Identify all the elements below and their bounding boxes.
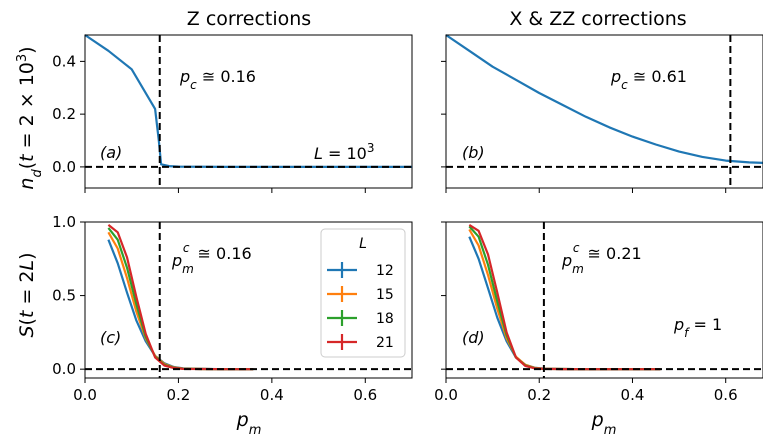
axes-frame [445,34,763,189]
y-tick-label: 0.2 [52,105,76,123]
column-title-right: X & ZZ corrections [509,8,686,30]
top-y-axis-label: nd(t = 2 × 103) [15,46,45,189]
x-axis-label-left: pm [236,409,262,434]
panel-b: (b) [441,34,763,193]
x-tick-label: 0.6 [353,386,377,404]
annotation-pf-d: pf = 1 [673,315,722,340]
panel-label: (d) [462,328,485,347]
axes-frame [84,221,413,379]
panel-label: (c) [100,328,121,347]
panels: 0.0 0.2 0.4 (a) (b) 0.0 0.2 0.4 0.6 0.0 0.5 1.0 (c) L… [52,34,763,404]
column-title-left: Z corrections [187,8,311,30]
annotation-pmc-c: pmc ≅ 0.16 [171,241,252,276]
y-tick-label: 0.0 [52,360,76,378]
series-line-21 [107,224,254,371]
legend-entry-label: 21 [376,335,394,351]
axes-frame [84,34,413,189]
panel-c: 0.0 0.2 0.4 0.6 0.0 0.5 1.0 (c) L 12 15 18 21 [52,213,413,404]
panel-d: 0.0 0.2 0.4 0.6 (d) [434,221,763,404]
axes-frame [445,221,763,379]
annotations: pc ≅ 0.16 L = 103 pc ≅ 0.61 pmc ≅ 0.16 p… [171,67,722,340]
legend-entry-label: 12 [376,263,394,279]
annotation-pc-a: pc ≅ 0.16 [179,67,256,92]
annotation-pmc-d: pmc ≅ 0.21 [561,241,642,276]
series-line-main [445,34,763,164]
x-tick-label: 0.2 [527,386,551,404]
y-tick-label: 0.4 [52,52,76,70]
annotation-L-a: L = 103 [314,141,375,163]
x-tick-label: 0.4 [260,386,284,404]
y-tick-label: 0.0 [52,158,76,176]
y-tick-label: 0.5 [52,287,76,305]
x-tick-label: 0.4 [621,386,645,404]
x-tick-label: 0.6 [714,386,738,404]
legend: L 12 15 18 21 [320,228,406,358]
panel-label: (b) [462,143,485,162]
y-tick-label: 1.0 [52,213,76,231]
panel-label: (a) [100,143,122,162]
x-tick-label: 0.0 [73,386,97,404]
panel-a: 0.0 0.2 0.4 (a) [52,34,413,193]
annotation-pc-b: pc ≅ 0.61 [610,67,687,92]
legend-title: L [359,236,367,252]
legend-entry-label: 18 [376,311,394,327]
legend-entry-label: 15 [376,287,394,303]
series-line-21 [468,223,661,371]
x-tick-label: 0.2 [166,386,190,404]
bottom-y-axis-label: S(t = 2L) [16,252,38,337]
x-tick-label: 0.0 [434,386,458,404]
x-axis-label-right: pm [591,409,617,434]
